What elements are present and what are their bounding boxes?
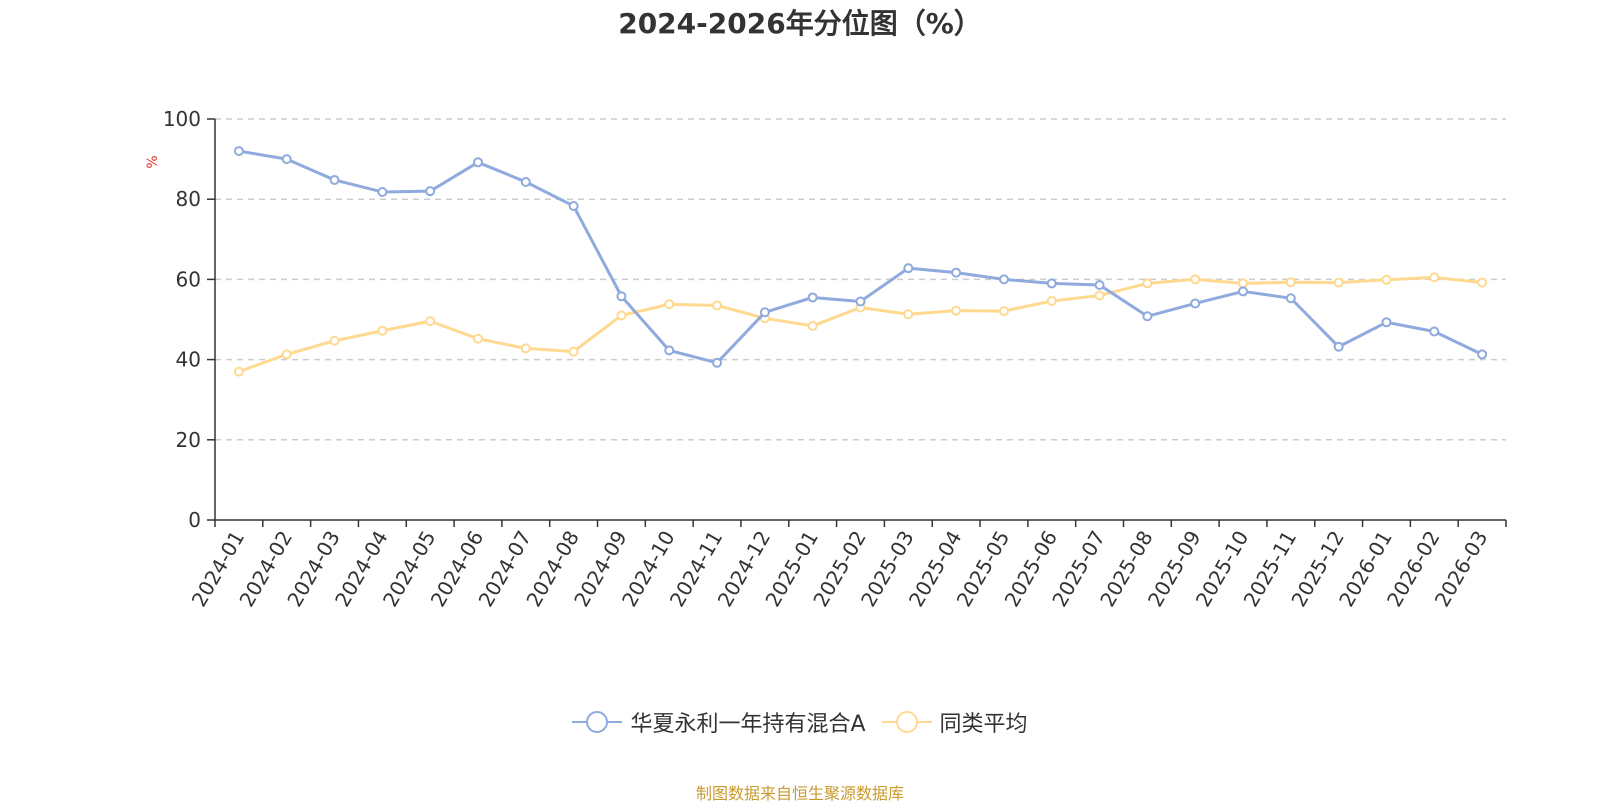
series-2-point-2026-02 bbox=[1429, 272, 1440, 283]
series-1-point-2026-03 bbox=[1477, 349, 1488, 360]
grid-lines bbox=[215, 118, 1506, 441]
legend-item-series-2[interactable]: 同类平均 bbox=[881, 706, 1028, 738]
series-2-point-2025-08 bbox=[1142, 278, 1153, 289]
series-2-point-2026-03 bbox=[1477, 277, 1488, 288]
series-1-point-2025-11 bbox=[1285, 293, 1296, 304]
series-1-point-2024-09 bbox=[616, 291, 627, 302]
series-2-point-2024-05 bbox=[425, 316, 436, 327]
series bbox=[233, 146, 1488, 377]
series-1-point-2024-03 bbox=[329, 174, 340, 185]
y-tick-label-100: 100 bbox=[163, 107, 201, 131]
series-2-point-2024-02 bbox=[281, 349, 292, 360]
y-tick-label-40: 40 bbox=[176, 348, 201, 372]
source-note: 制图数据来自恒生聚源数据库 bbox=[695, 784, 904, 803]
series-2-point-2025-11 bbox=[1285, 277, 1296, 288]
y-axis-unit-label: % bbox=[145, 155, 161, 168]
series-1-line bbox=[238, 149, 1483, 365]
series-2-point-2024-07 bbox=[520, 343, 531, 354]
series-2-point-2024-01 bbox=[233, 366, 244, 377]
series-2-point-2024-09 bbox=[616, 310, 627, 321]
legend-marker-series-2 bbox=[881, 711, 932, 733]
series-2-line bbox=[238, 275, 1483, 374]
series-1-point-2024-10 bbox=[664, 345, 675, 356]
series-1-point-2025-08 bbox=[1142, 311, 1153, 322]
y-tick-label-20: 20 bbox=[176, 428, 201, 452]
series-2-point-2025-04 bbox=[951, 305, 962, 316]
series-2-point-2025-05 bbox=[998, 306, 1009, 317]
series-1-point-2025-03 bbox=[903, 263, 914, 274]
y-tick-label-0: 0 bbox=[188, 508, 201, 532]
series-2-point-2024-10 bbox=[664, 299, 675, 310]
series-2-point-2025-07 bbox=[1094, 290, 1105, 301]
series-1-point-2024-08 bbox=[568, 201, 579, 212]
series-1-point-2025-10 bbox=[1238, 286, 1249, 297]
series-1-point-2025-04 bbox=[951, 267, 962, 278]
series-1-point-2024-12 bbox=[759, 307, 770, 318]
chart-title: 2024-2026年分位图（%） bbox=[618, 7, 982, 40]
series-2-point-2025-12 bbox=[1333, 277, 1344, 288]
series-1-point-2024-01 bbox=[233, 146, 244, 157]
y-tick-label-60: 60 bbox=[176, 267, 201, 291]
legend-label-series-1: 华夏永利一年持有混合A bbox=[630, 712, 866, 737]
series-2-point-2024-04 bbox=[377, 325, 388, 336]
series-1-point-2026-01 bbox=[1381, 317, 1392, 328]
series-2-point-2024-08 bbox=[568, 346, 579, 357]
series-1-point-2026-02 bbox=[1429, 326, 1440, 337]
series-2-point-2025-06 bbox=[1046, 296, 1057, 307]
series-1-point-2025-06 bbox=[1046, 278, 1057, 289]
series-2-point-2024-06 bbox=[472, 333, 483, 344]
series-1 bbox=[233, 146, 1488, 368]
series-2-point-2025-01 bbox=[807, 320, 818, 331]
legend-label-series-2: 同类平均 bbox=[939, 712, 1028, 737]
series-2-point-2024-03 bbox=[329, 335, 340, 346]
series-1-point-2025-01 bbox=[807, 292, 818, 303]
legend-item-series-1[interactable]: 华夏永利一年持有混合A bbox=[572, 706, 866, 738]
series-1-point-2025-09 bbox=[1190, 298, 1201, 309]
series-1-point-2025-12 bbox=[1333, 341, 1344, 352]
series-1-point-2025-02 bbox=[855, 296, 866, 307]
series-2-point-2025-09 bbox=[1190, 274, 1201, 285]
series-1-point-2024-05 bbox=[425, 186, 436, 197]
series-1-point-2025-05 bbox=[998, 274, 1009, 285]
series-1-point-2024-06 bbox=[472, 157, 483, 168]
series-1-point-2025-07 bbox=[1094, 280, 1105, 291]
legend-marker-series-1 bbox=[572, 711, 623, 733]
line-chart: 0204060801002024-012024-022024-032024-04… bbox=[145, 107, 1507, 611]
series-2-point-2026-01 bbox=[1381, 274, 1392, 285]
series-2-point-2025-03 bbox=[903, 309, 914, 320]
series-1-point-2024-07 bbox=[520, 176, 531, 187]
legend: 华夏永利一年持有混合A 同类平均 bbox=[0, 706, 1600, 738]
series-2-point-2024-11 bbox=[712, 300, 723, 311]
y-tick-label-80: 80 bbox=[176, 187, 201, 211]
series-2-point-2025-10 bbox=[1238, 278, 1249, 289]
series-1-point-2024-04 bbox=[377, 186, 388, 197]
series-1-point-2024-02 bbox=[281, 154, 292, 165]
series-1-point-2024-11 bbox=[712, 357, 723, 368]
